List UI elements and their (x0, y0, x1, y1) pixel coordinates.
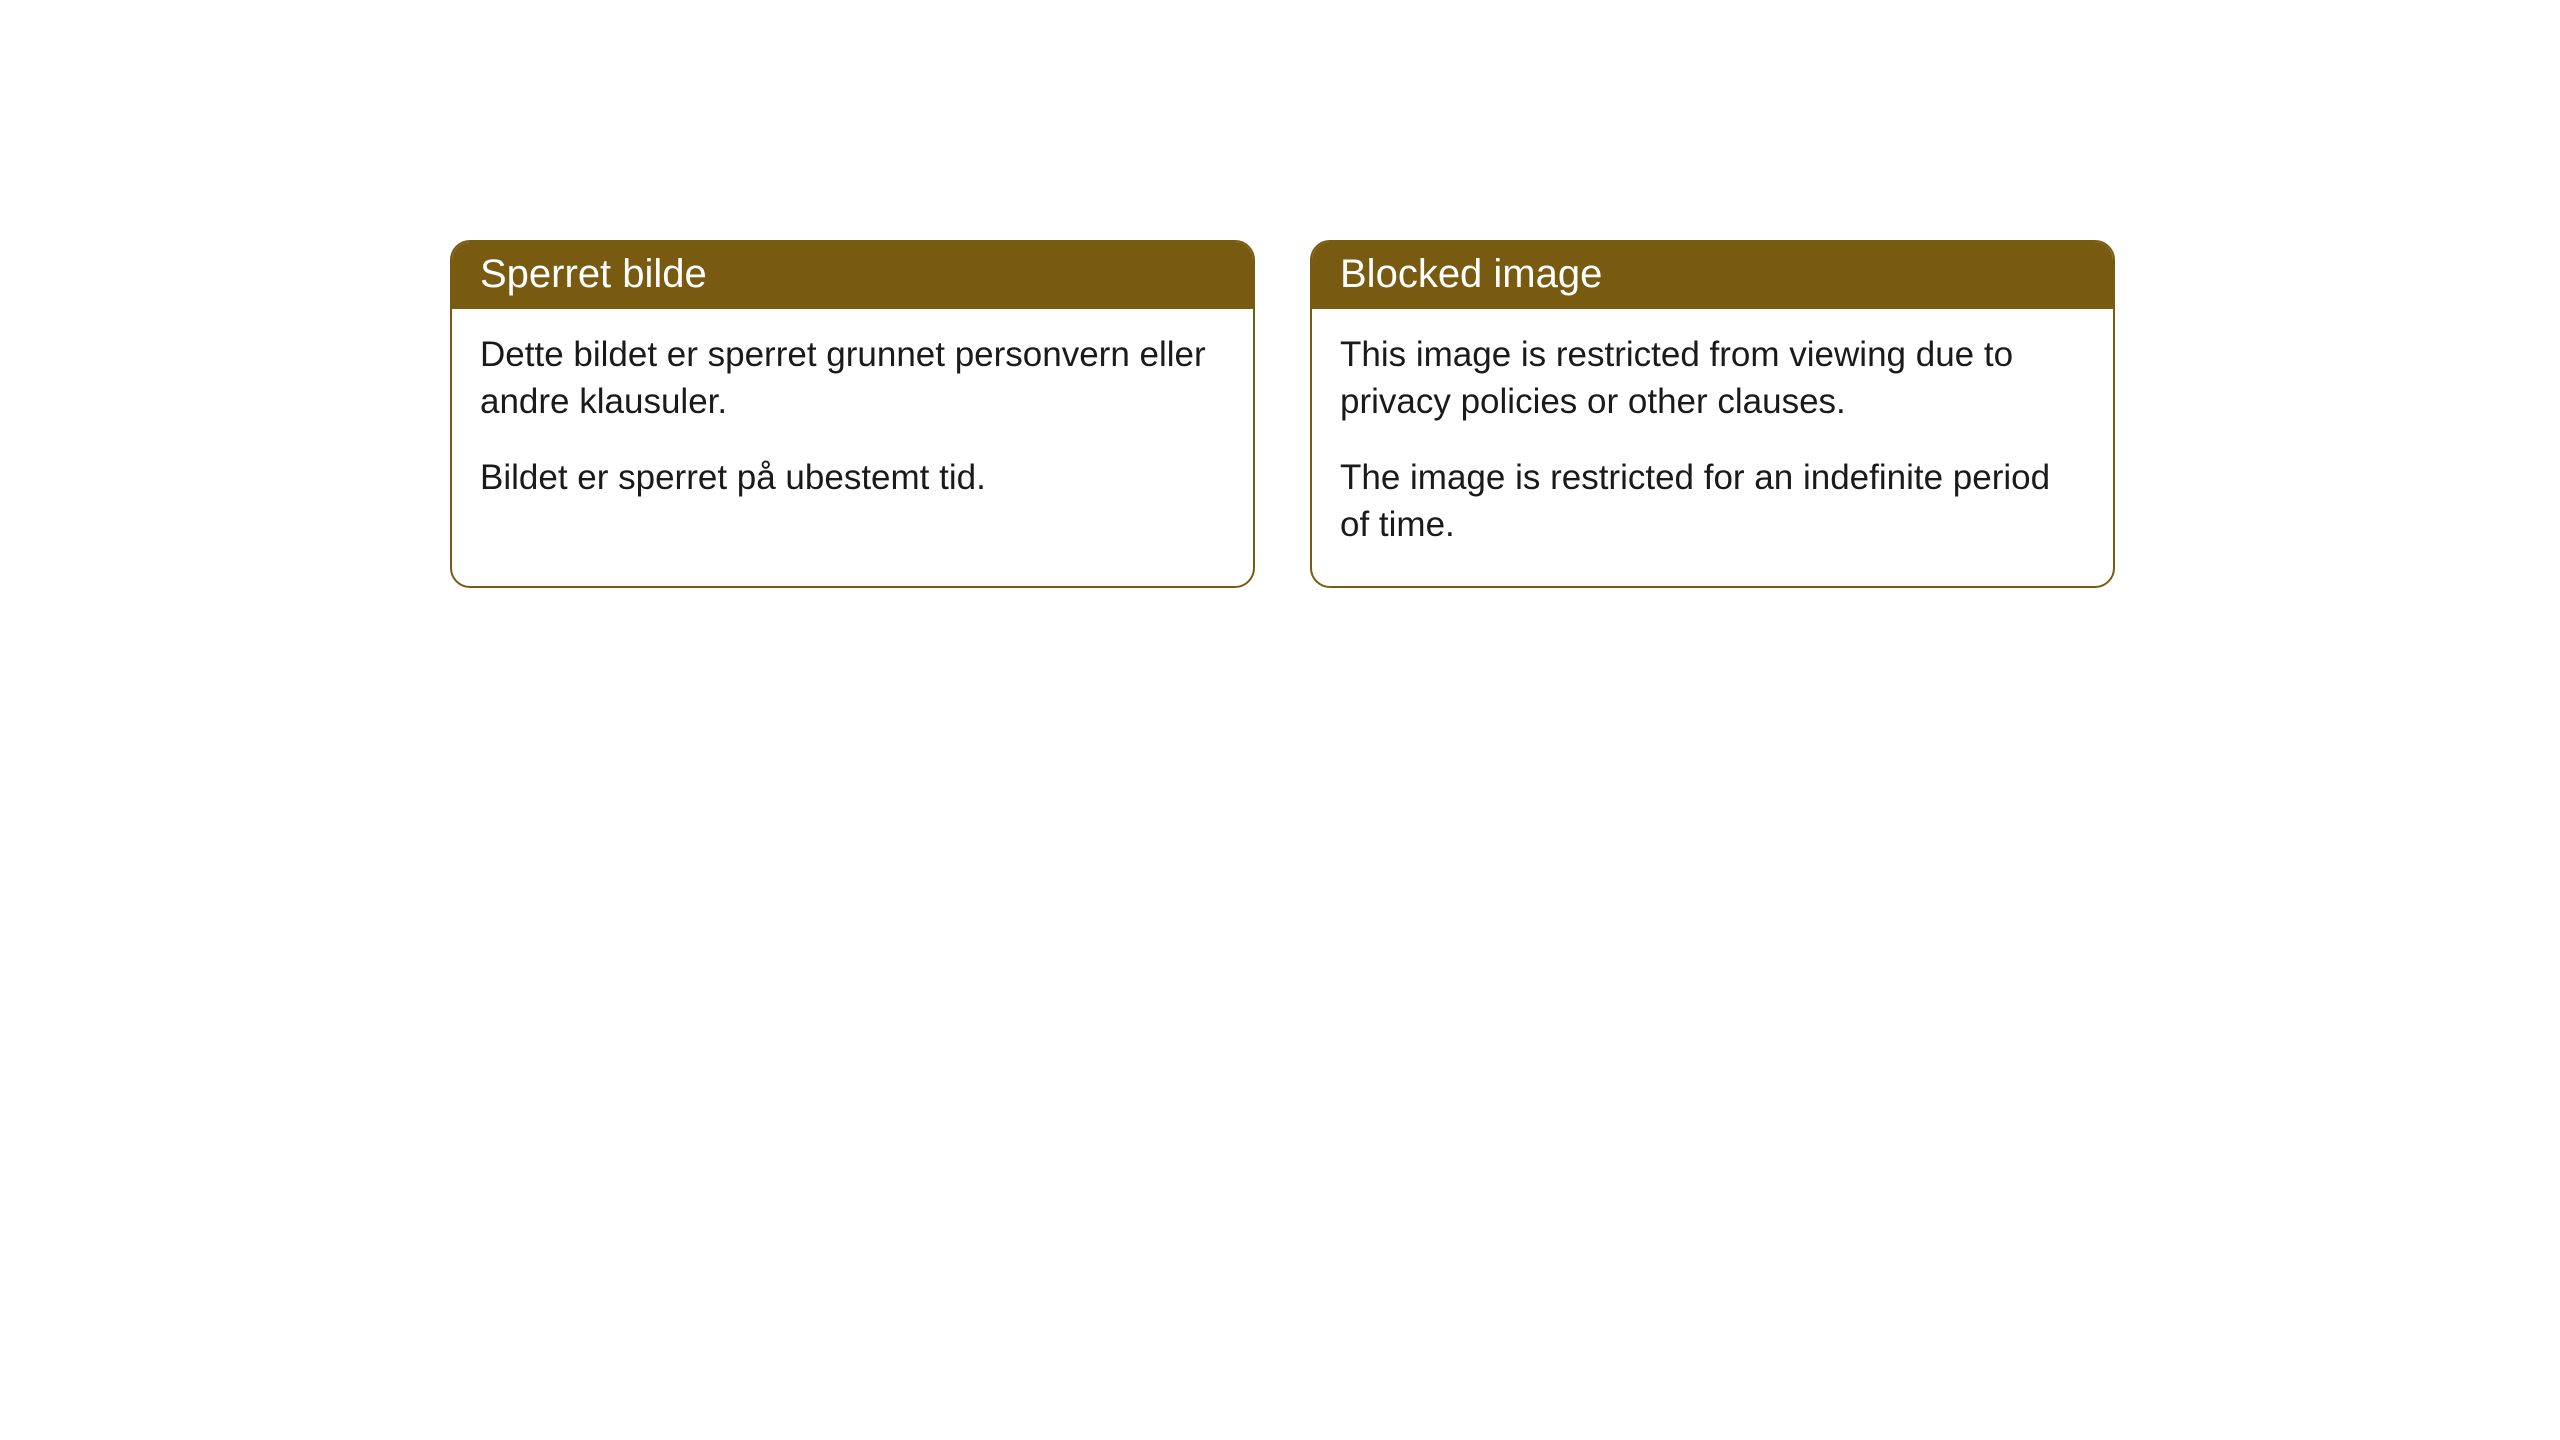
card-body-english: This image is restricted from viewing du… (1312, 309, 2113, 586)
card-text-paragraph: This image is restricted from viewing du… (1340, 331, 2085, 426)
cards-container: Sperret bilde Dette bildet er sperret gr… (450, 240, 2560, 588)
card-header-norwegian: Sperret bilde (452, 242, 1253, 309)
card-text-paragraph: The image is restricted for an indefinit… (1340, 454, 2085, 549)
card-text-paragraph: Dette bildet er sperret grunnet personve… (480, 331, 1225, 426)
card-title: Sperret bilde (480, 252, 707, 296)
card-title: Blocked image (1340, 252, 1602, 296)
card-body-norwegian: Dette bildet er sperret grunnet personve… (452, 309, 1253, 539)
card-text-paragraph: Bildet er sperret på ubestemt tid. (480, 454, 1225, 501)
blocked-image-card-norwegian: Sperret bilde Dette bildet er sperret gr… (450, 240, 1255, 588)
blocked-image-card-english: Blocked image This image is restricted f… (1310, 240, 2115, 588)
card-header-english: Blocked image (1312, 242, 2113, 309)
